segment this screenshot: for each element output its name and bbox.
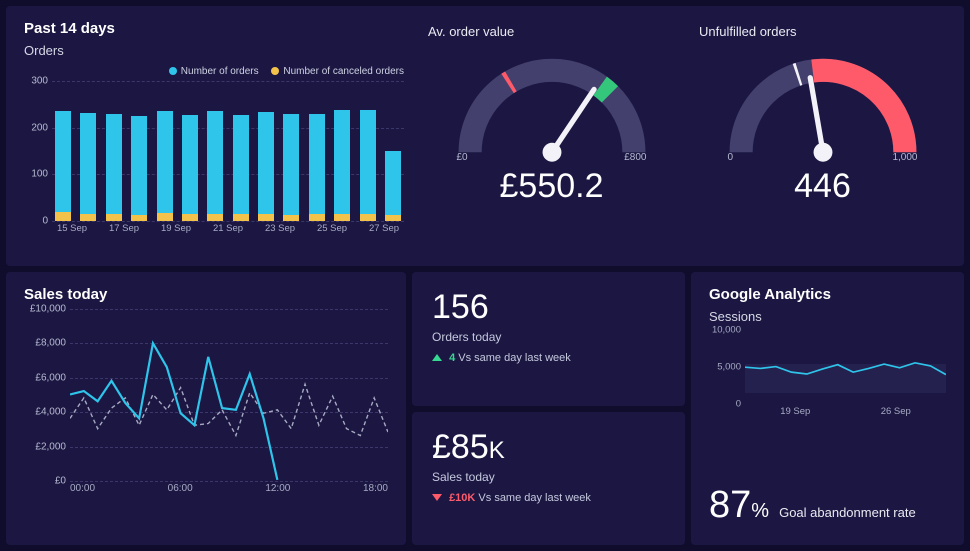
arrow-down-icon — [432, 494, 442, 501]
goal-abandonment: 87% Goal abandonment rate — [709, 484, 946, 533]
avg-gauge-max: £800 — [624, 152, 646, 163]
sales-today-value: £85K — [432, 430, 665, 464]
ga-title: Google Analytics — [709, 286, 946, 303]
orders-today-delta: 4 Vs same day last week — [432, 352, 665, 364]
google-analytics-card: Google Analytics Sessions 10,0005,0000 1… — [691, 272, 964, 545]
sales-today-label: Sales today — [432, 470, 665, 484]
unfulfilled-gauge-title: Unfulfilled orders — [699, 24, 797, 39]
avg-gauge-title: Av. order value — [428, 24, 514, 39]
past-14-days-card: Past 14 days Orders Number of orders Num… — [6, 6, 964, 266]
orders-today-label: Orders today — [432, 330, 665, 344]
past-14-days-title: Past 14 days — [24, 20, 404, 37]
unfulfilled-gauge-min: 0 — [728, 152, 734, 163]
avg-gauge-min: £0 — [457, 152, 468, 163]
orders-today-value: 156 — [432, 290, 665, 324]
sales-today-title: Sales today — [24, 286, 388, 303]
ga-sessions-title: Sessions — [709, 309, 946, 324]
orders-today-card: 156 Orders today 4 Vs same day last week — [412, 272, 685, 406]
avg-gauge-value: £550.2 — [500, 167, 604, 206]
unfulfilled-gauge-panel: Unfulfilled orders 0 1,000 446 — [699, 20, 946, 254]
arrow-up-icon — [432, 354, 442, 361]
sessions-chart: 10,0005,0000 19 Sep26 Sep — [709, 330, 946, 420]
sales-today-card: Sales today £10,000£8,000£6,000£4,000£2,… — [6, 272, 406, 545]
unfulfilled-gauge-value: 446 — [794, 167, 851, 206]
sales-today-delta: £10K Vs same day last week — [432, 492, 665, 504]
sales-line-chart: £10,000£8,000£6,000£4,000£2,000£0 00:000… — [24, 309, 388, 499]
unfulfilled-gauge-max: 1,000 — [892, 152, 917, 163]
avg-order-gauge-panel: Av. order value £0 £800 £550.2 — [428, 20, 675, 254]
orders-chart-title: Orders — [24, 43, 404, 58]
orders-bar-chart: 0100200300 15 Sep17 Sep19 Sep21 Sep23 Se… — [24, 81, 404, 241]
orders-panel: Past 14 days Orders Number of orders Num… — [24, 20, 404, 254]
orders-legend: Number of orders Number of canceled orde… — [24, 66, 404, 77]
sales-today-stat-card: £85K Sales today £10K Vs same day last w… — [412, 412, 685, 546]
